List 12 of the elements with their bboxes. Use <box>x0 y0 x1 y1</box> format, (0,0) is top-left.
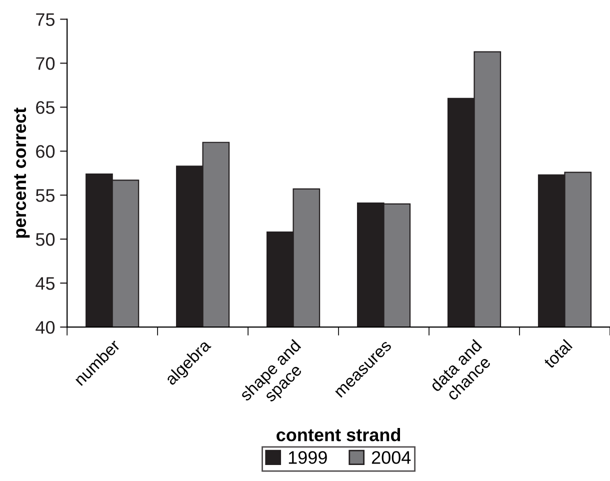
y-tick-label: 70 <box>36 57 55 70</box>
x-axis-title: content strand <box>276 428 400 442</box>
y-tick-label: 75 <box>36 13 55 26</box>
y-tick-label: 60 <box>36 145 55 158</box>
y-tick-label: 65 <box>36 101 55 114</box>
y-tick-label: 50 <box>36 233 55 246</box>
legend-label: 1999 <box>288 451 327 464</box>
legend-label: 2004 <box>372 451 411 464</box>
y-tick-label: 55 <box>36 189 55 202</box>
y-axis-title: percent correct <box>14 108 30 238</box>
y-tick-label: 40 <box>36 321 55 334</box>
y-tick-label: 45 <box>36 277 55 290</box>
